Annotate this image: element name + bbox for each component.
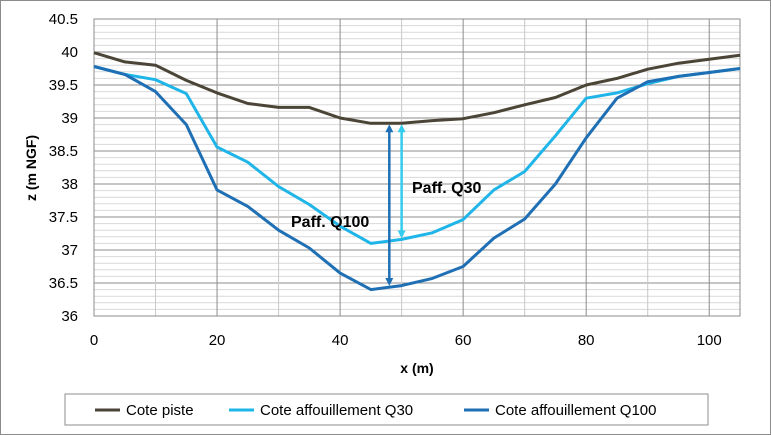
- y-tick-label: 36.5: [49, 275, 78, 292]
- legend-label-2: Cote affouillement Q30: [260, 402, 413, 419]
- gridlines: [93, 18, 741, 317]
- label-paff-q30: Paff. Q30: [412, 180, 481, 197]
- y-tick-label: 40: [61, 44, 78, 61]
- legend-label-1: Cote piste: [126, 402, 194, 419]
- y-tick-label: 36: [61, 308, 78, 325]
- legend-box: [64, 393, 709, 426]
- tick-labels: 36 36.5 37 37.5 38 38.5 39 39.5 40 40.5 0 20 40 60 80 1…: [49, 11, 722, 349]
- y-tick-label: 39: [61, 110, 78, 127]
- y-tick-label: 40.5: [49, 11, 78, 28]
- x-tick-label: 100: [697, 332, 722, 349]
- y-tick-label: 39.5: [49, 77, 78, 94]
- label-paff-q100: Paff. Q100: [291, 214, 369, 231]
- x-tick-label: 40: [332, 332, 349, 349]
- series-line-1: [93, 51, 741, 125]
- legend: Cote piste Cote affouillement Q30 Cote aff…: [64, 393, 709, 426]
- x-tick-label: 20: [209, 332, 226, 349]
- legend-label-3: Cote affouillement Q100: [495, 402, 657, 419]
- x-tick-label: 80: [578, 332, 595, 349]
- annotations: Paff. Q30 Paff. Q100: [291, 124, 481, 286]
- y-tick-label: 38.5: [49, 143, 78, 160]
- x-tick-label: 0: [90, 332, 98, 349]
- y-tick-label: 37.5: [49, 209, 78, 226]
- plot-area-border: [93, 18, 741, 317]
- y-tick-label: 38: [61, 176, 78, 193]
- x-axis-title: x (m): [400, 360, 433, 376]
- x-tick-label: 60: [455, 332, 472, 349]
- series-line-3: [93, 65, 741, 292]
- series-lines: [93, 51, 741, 292]
- y-axis-title: z (m NGF): [23, 135, 39, 201]
- y-tick-label: 37: [61, 242, 78, 259]
